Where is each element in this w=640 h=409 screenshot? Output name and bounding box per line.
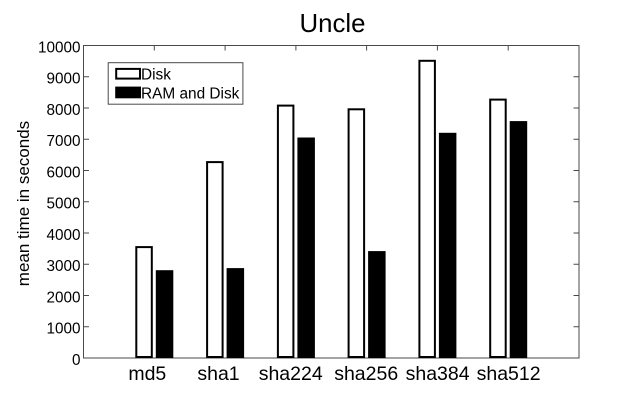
svg-text:9000: 9000 <box>46 71 80 88</box>
svg-text:sha384: sha384 <box>406 363 470 385</box>
svg-text:4000: 4000 <box>46 227 80 244</box>
svg-text:Disk: Disk <box>141 66 171 83</box>
svg-text:5000: 5000 <box>46 196 80 213</box>
svg-text:sha1: sha1 <box>197 363 239 385</box>
svg-text:7000: 7000 <box>46 133 80 150</box>
svg-text:sha256: sha256 <box>334 363 398 385</box>
svg-text:Uncle: Uncle <box>300 10 366 38</box>
svg-text:0: 0 <box>72 352 81 369</box>
svg-text:8000: 8000 <box>46 102 80 119</box>
svg-text:1000: 1000 <box>46 321 80 338</box>
svg-text:10000: 10000 <box>38 39 81 56</box>
svg-text:6000: 6000 <box>46 164 80 181</box>
svg-text:mean time in seconds: mean time in seconds <box>14 121 33 286</box>
svg-text:2000: 2000 <box>46 289 80 306</box>
svg-text:RAM and Disk: RAM and Disk <box>141 86 240 103</box>
svg-text:sha512: sha512 <box>477 363 541 385</box>
svg-text:md5: md5 <box>128 363 166 385</box>
svg-text:3000: 3000 <box>46 258 80 275</box>
svg-text:sha224: sha224 <box>259 363 323 385</box>
